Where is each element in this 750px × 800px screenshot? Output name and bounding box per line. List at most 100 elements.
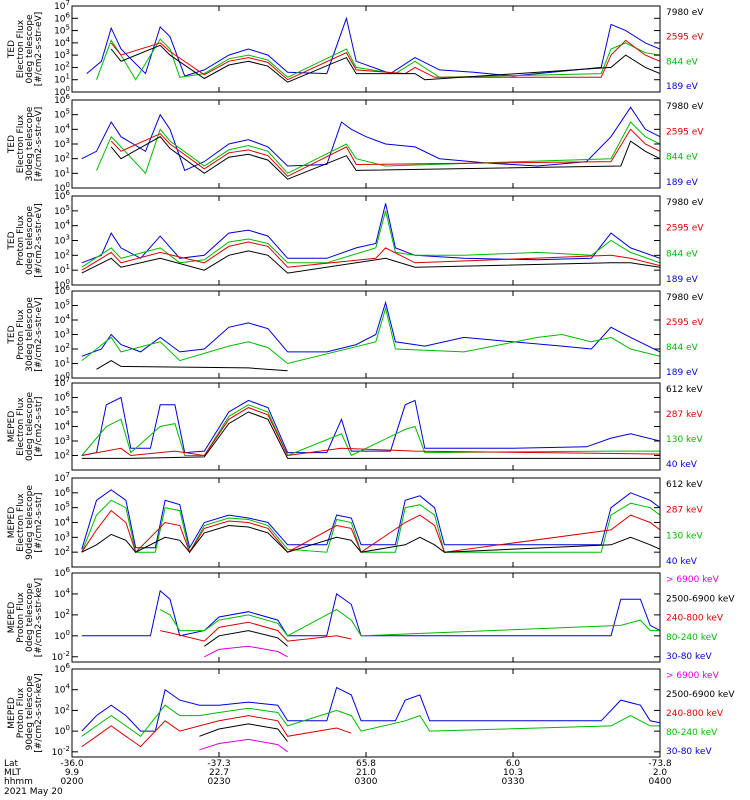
panel-7-ytick-label: 106	[54, 566, 70, 579]
panel-2-series-3	[110, 128, 660, 177]
panel-4-ytick-label: 105	[54, 299, 70, 312]
panel-6-series-1	[81, 489, 660, 550]
panel-5-ytick-label: 105	[54, 405, 70, 418]
panel-2-ylabel-line-2: Electron Flux	[16, 114, 26, 173]
panel-8-series-5	[199, 738, 288, 753]
panel-8-ylabel-line-2: Proton Flux	[16, 687, 26, 738]
panel-3-ylabel-line-1: TED	[7, 231, 17, 250]
panel-4-ytick-label: 103	[54, 328, 70, 341]
panel-2-legend-1: 7980 eV	[666, 102, 704, 112]
panel-1-series-3	[110, 39, 660, 81]
panel-8-series-1	[81, 686, 660, 732]
panel-5-ytick-label: 103	[54, 434, 70, 447]
panel-1-legend-4: 189 eV	[666, 82, 699, 92]
panel-8-series-2	[81, 704, 660, 737]
panel-7-legend-1: > 6900 keV	[666, 575, 720, 585]
panel-5-series-2	[81, 404, 660, 457]
panel-7-series-5	[204, 645, 288, 658]
panel-2-ytick-label: 104	[54, 122, 70, 135]
panel-5-ylabel-line-3: 0deg telescope	[25, 392, 35, 462]
xaxis-lat-value: 65.8	[356, 759, 376, 769]
panel-1-legend-3: 844 eV	[666, 57, 699, 67]
panel-1-ylabel-line-2: Electron Flux	[16, 19, 26, 78]
panel-7-ylabel-line-4: [#/cm2-s-str-keV]	[34, 578, 44, 657]
panel-3-series-4	[81, 250, 660, 274]
panel-7-series-2	[159, 609, 660, 637]
panel-2-ytick-label: 106	[54, 93, 70, 106]
panel-8-ylabel-line-3: 90deg telescope	[25, 675, 35, 750]
panel-5-series-4	[81, 411, 660, 459]
panel-3-ylabel-line-4: [#/cm2-s-str-eV]	[34, 203, 44, 278]
panel-7-legend-4: 80-240 keV	[666, 633, 718, 643]
panel-6-ytick-label: 103	[54, 530, 70, 543]
panel-1-ytick-label: 100	[54, 85, 70, 98]
panel-3-ylabel-line-3: 0deg telescope	[25, 206, 35, 276]
xaxis-hhmm-value: 0300	[355, 777, 378, 787]
panel-3-ytick-label: 103	[54, 234, 70, 247]
panel-6-ytick-label: 107	[54, 471, 70, 484]
xaxis-row-label-mlt: MLT	[4, 768, 22, 778]
panel-1-ytick-label: 101	[54, 73, 70, 86]
panel-3-ytick-label: 100	[54, 278, 70, 291]
panel-1-legend-1: 7980 eV	[666, 8, 704, 18]
panel-4-legend-2: 2595 eV	[666, 318, 704, 328]
panel-8-legend-3: 240-800 keV	[666, 709, 724, 719]
xaxis-mlt-value: 22.7	[209, 768, 229, 778]
panel-6-legend-1: 612 keV	[666, 480, 703, 490]
panel-6-ytick-label: 104	[54, 516, 70, 529]
xaxis-lat-value: 6.0	[506, 759, 521, 769]
panel-8-ylabel-line-4: [#/cm2-s-str-keV]	[34, 673, 44, 752]
panel-2-series-1	[81, 106, 660, 172]
panel-2-series-2	[96, 121, 660, 175]
panel-4-ytick-label: 101	[54, 357, 70, 370]
panel-6-series-3	[81, 509, 660, 554]
panel-4-ylabel-line-4: [#/cm2-s-str-eV]	[34, 297, 44, 372]
panel-2-legend-3: 844 eV	[666, 153, 699, 163]
panel-4-legend-4: 189 eV	[666, 368, 699, 378]
panel-7-series-3	[160, 621, 352, 642]
panel-1-series-2	[96, 38, 660, 81]
panel-4-series-3	[96, 360, 288, 372]
panel-2-ytick-label: 105	[54, 108, 70, 121]
panel-5-ylabel-line-4: [#/cm2-s-str]	[34, 396, 44, 456]
xaxis-row-label-lat: Lat	[4, 759, 19, 769]
panel-4-series-1	[81, 300, 660, 357]
panel-1-ytick-label: 104	[54, 36, 70, 49]
panel-7-ylabel-line-3: 0deg telescope	[25, 583, 35, 653]
panel-3-series-1	[81, 203, 660, 264]
panel-1-ylabel-line-3: 0deg telescope	[25, 14, 35, 84]
xaxis-mlt-value: 9.9	[65, 768, 80, 778]
panel-2-frame	[71, 99, 661, 189]
panel-8-legend-1: > 6900 keV	[666, 671, 720, 681]
panel-7-legend-2: 2500-6900 keV	[666, 594, 735, 604]
panel-7-series-4	[204, 630, 288, 647]
panel-6-ytick-label: 105	[54, 501, 70, 514]
panel-1-legend-2: 2595 eV	[666, 33, 704, 43]
xaxis-row-label-hhmm: hhmm	[4, 777, 33, 787]
panel-1-series-1	[86, 16, 660, 77]
panel-2-ylabel-line-3: 30deg telescope	[25, 106, 35, 181]
xaxis-lat-value: -73.8	[648, 759, 672, 769]
panel-1-series-4	[110, 44, 660, 83]
panel-8-series-4	[199, 723, 288, 742]
panel-5-series-1	[81, 396, 660, 456]
panel-7-legend-3: 240-800 keV	[666, 614, 724, 624]
panel-3-legend-1: 7980 eV	[666, 198, 704, 208]
panel-3-frame	[71, 195, 661, 286]
panel-4-ytick-label: 100	[54, 371, 70, 384]
panel-1-ytick-label: 103	[54, 48, 70, 61]
panel-4-ylabel-line-2: Proton Flux	[16, 309, 26, 360]
panel-5-ylabel-line-2: Electron Flux	[16, 397, 26, 456]
xaxis-mlt-value: 10.3	[503, 768, 523, 778]
panel-8-ytick-label: 10-2	[52, 745, 70, 758]
panel-6-ytick-label: 102	[54, 545, 70, 558]
panel-3-ytick-label: 102	[54, 248, 70, 261]
panel-7-ytick-label: 104	[54, 587, 70, 600]
panel-4-ylabel-line-3: 30deg telescope	[25, 297, 35, 372]
panel-1-ytick-label: 105	[54, 24, 70, 37]
panel-8-series-3	[81, 715, 352, 748]
panel-4-legend-3: 844 eV	[666, 343, 699, 353]
panel-3-legend-3: 844 eV	[666, 249, 699, 259]
panel-4-legend-1: 7980 eV	[666, 293, 704, 303]
panel-3-ytick-label: 104	[54, 219, 70, 232]
